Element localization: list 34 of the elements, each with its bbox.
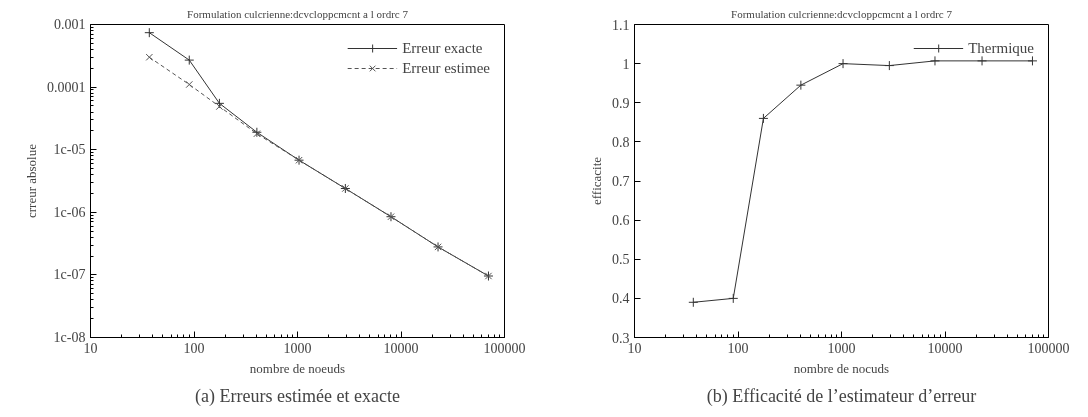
y-tick-label: 0.9 [612,95,630,111]
x-tick-label: 100000 [483,340,526,356]
x-tick-label: 100000 [1027,340,1070,356]
y-tick-label: 0.7 [612,174,630,189]
y-tick-label: 0.6 [612,213,630,229]
y-axis-title: crreur absolue [24,143,39,218]
y-tick-label: 1 [622,56,630,72]
x-tick-label: 1000 [283,340,312,356]
y-tick-label: 1c-08 [53,330,86,345]
y-axis-title: efficacite [589,156,604,206]
x-tick-label: 10000 [927,340,963,356]
y-tick-label: 1c-07 [53,267,86,283]
y-tick-label: 0.4 [612,291,630,307]
x-tick-label: 10000 [383,340,419,356]
x-axis-title: nombre de nocuds [793,360,890,376]
y-tick-label: 0.001 [54,17,86,32]
chart-title: Formulation culcrienne:dcvcloppcmcnt a l ordrc 7 [187,7,409,20]
y-tick-label: 0.5 [612,252,630,268]
y-tick-label: 0.8 [612,134,630,150]
x-tick-label: 1000 [827,340,856,356]
x-axis-title: nombre de noeuds [249,360,346,376]
chart-title: Formulation culcrienne:dcvcloppcmcnt a l ordrc 7 [731,7,953,20]
legend-label: Thermique [968,39,1034,57]
text: (a) Erreurs estimée et exacte [195,385,400,407]
y-tick-label: 1.1 [612,17,630,33]
y-tick-label: 0.0001 [47,79,86,95]
y-tick-label: 1c-05 [53,142,86,158]
x-tick-label: 100 [727,340,749,356]
y-tick-label: 1c-06 [53,204,86,220]
x-tick-label: 100 [183,340,205,356]
text: (b) Efficacité de l’estimateur d’erreur [706,385,977,407]
legend-label: Erreur exacte [402,39,483,57]
y-tick-label: 0.3 [612,330,630,346]
legend-label: Erreur estimee [402,59,490,77]
